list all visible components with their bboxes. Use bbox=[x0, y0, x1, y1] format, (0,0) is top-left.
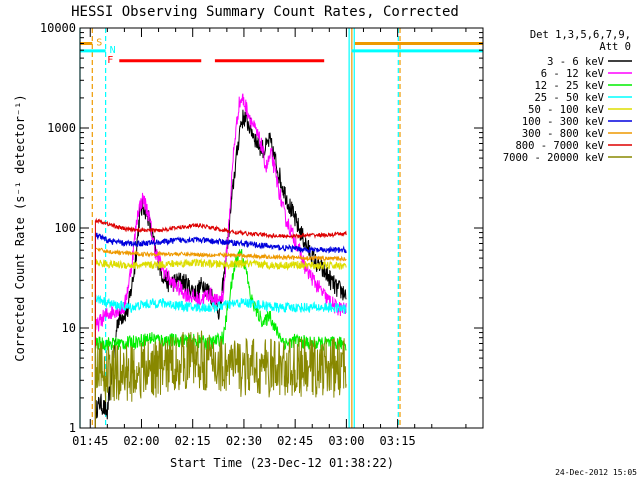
series-line-3 bbox=[94, 294, 347, 428]
legend-header-line-1: Det 1,3,5,6,7,9, bbox=[530, 29, 631, 41]
series-line-2 bbox=[94, 248, 347, 428]
legend-entry-1: 6 - 12 keV bbox=[541, 68, 605, 80]
annotation-label-f: F bbox=[107, 55, 113, 66]
series-line-5 bbox=[94, 232, 347, 428]
y-tick-label-4: 10000 bbox=[40, 21, 76, 35]
x-tick-label-0: 01:45 bbox=[72, 434, 108, 448]
chart-title: HESSI Observing Summary Count Rates, Cor… bbox=[71, 4, 459, 20]
series-line-1 bbox=[94, 93, 347, 428]
x-tick-label-5: 03:00 bbox=[328, 434, 364, 448]
y-tick-label-3: 1000 bbox=[47, 121, 76, 135]
series-line-4 bbox=[94, 257, 347, 428]
series-line-6 bbox=[94, 246, 347, 428]
footer-timestamp: 24-Dec-2012 15:05 bbox=[555, 468, 637, 477]
x-tick-label-1: 02:00 bbox=[123, 434, 159, 448]
legend-entry-0: 3 - 6 keV bbox=[547, 56, 605, 68]
legend-entry-3: 25 - 50 keV bbox=[534, 92, 604, 104]
y-axis-label: Corrected Count Rate (s⁻¹ detector⁻¹) bbox=[13, 94, 27, 361]
legend-entry-2: 12 - 25 keV bbox=[534, 80, 604, 92]
y-tick-label-0: 1 bbox=[69, 421, 76, 435]
y-axis: 1 10 100 1000 10000 bbox=[40, 21, 483, 435]
x-tick-label-2: 02:15 bbox=[175, 434, 211, 448]
x-axis: 01:45 02:00 02:15 02:30 02:45 03:00 03:15 bbox=[72, 28, 467, 448]
legend-entry-4: 50 - 100 keV bbox=[528, 104, 605, 116]
y-tick-label-2: 100 bbox=[54, 221, 76, 235]
x-axis-label: Start Time (23-Dec-12 01:38:22) bbox=[170, 456, 394, 470]
series-line-8 bbox=[94, 330, 347, 428]
annotation-label-n: N bbox=[110, 45, 116, 56]
legend-entry-6: 300 - 800 keV bbox=[522, 128, 605, 140]
x-tick-label-6: 03:15 bbox=[380, 434, 416, 448]
plot-area: SNF bbox=[79, 28, 483, 428]
x-tick-label-4: 02:45 bbox=[277, 434, 313, 448]
x-tick-label-3: 02:30 bbox=[226, 434, 262, 448]
plot-frame bbox=[79, 27, 484, 429]
annotation-label-s: S bbox=[96, 37, 102, 48]
y-tick-label-1: 10 bbox=[62, 321, 76, 335]
legend-entry-5: 100 - 300 keV bbox=[522, 116, 605, 128]
legend-entry-8: 7000 - 20000 keV bbox=[503, 152, 605, 164]
series-line-7 bbox=[94, 217, 347, 428]
legend-header-line-2: Att 0 bbox=[599, 41, 631, 53]
legend-entry-7: 800 - 7000 keV bbox=[515, 140, 604, 152]
